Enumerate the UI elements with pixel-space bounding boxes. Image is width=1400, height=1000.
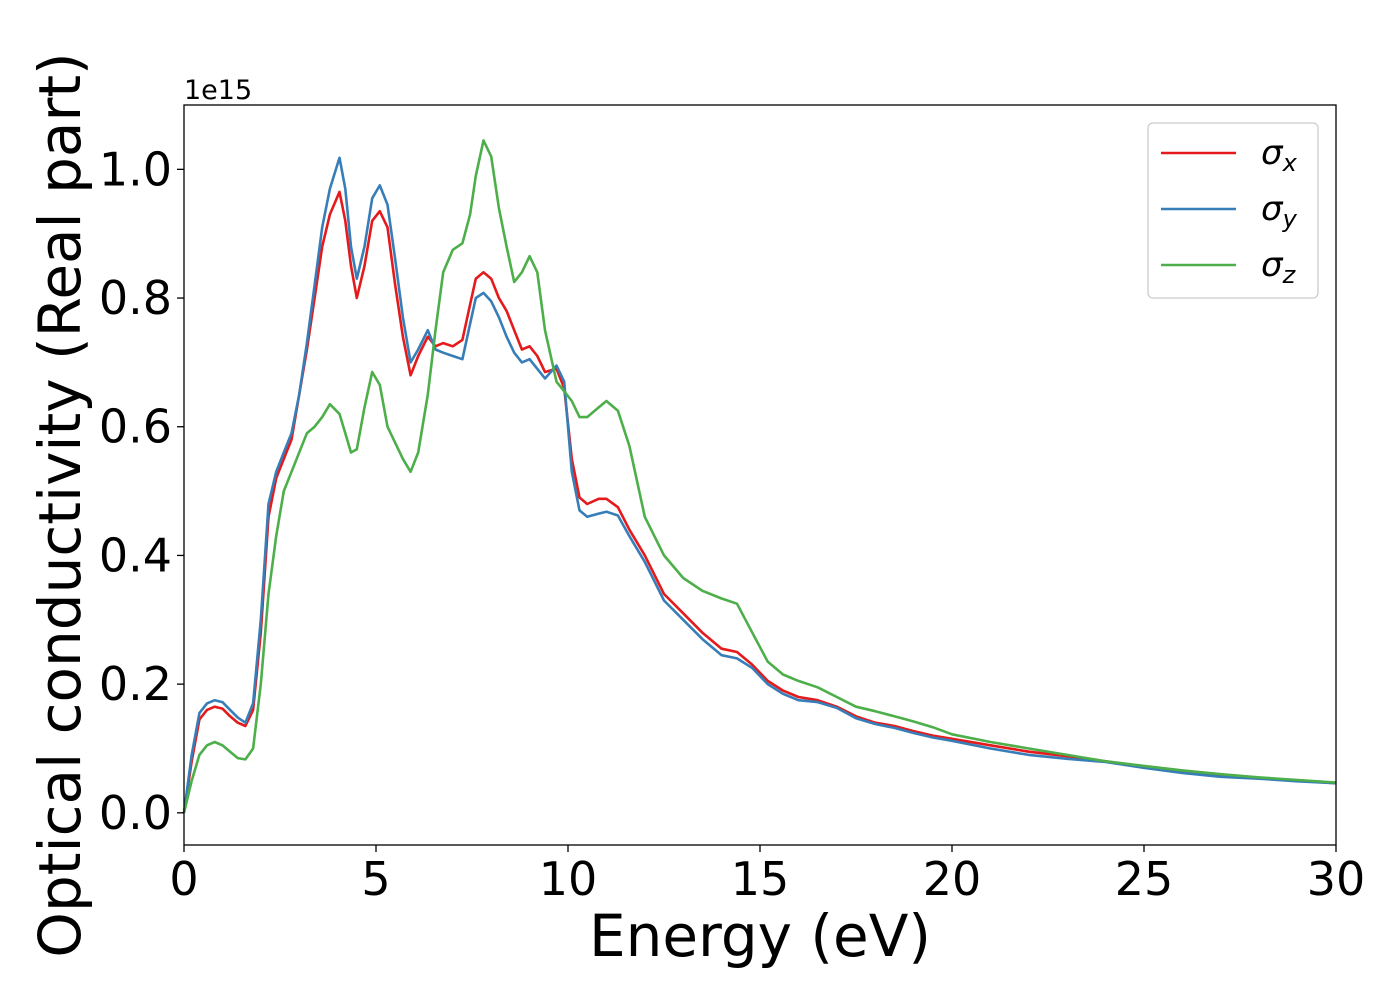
series-line-y	[182, 156, 1337, 813]
x-tick-label: 15	[731, 852, 790, 906]
legend-box	[1147, 122, 1319, 299]
x-tick-label: 20	[923, 852, 982, 906]
x-tick-label: 5	[361, 852, 390, 906]
x-tick-label: 10	[539, 852, 598, 906]
legend-label-y: σy	[1261, 189, 1298, 233]
y-tick-label: 0.6	[99, 400, 172, 454]
y-tick-label: 0.2	[99, 657, 172, 711]
legend-symbol: σ	[1261, 245, 1284, 285]
series-line-z	[182, 139, 1337, 814]
legend-subscript: y	[1282, 205, 1298, 233]
x-axis-title: Energy (eV)	[589, 902, 931, 970]
legend-symbol: σ	[1261, 189, 1284, 229]
x-tick-label: 0	[169, 852, 198, 906]
x-axis: 0 5 10 15 20 25 30	[169, 845, 1365, 906]
legend-label-z: σz	[1261, 245, 1297, 289]
legend-subscript: z	[1282, 261, 1297, 289]
y-tick-label: 1.0	[99, 142, 172, 196]
legend-label-x: σx	[1261, 133, 1298, 177]
legend-symbol: σ	[1261, 133, 1284, 173]
y-axis: 0.0 0.2 0.4 0.6 0.8 1.0	[99, 142, 184, 840]
y-offset-label: 1e15	[184, 75, 252, 106]
x-tick-label: 30	[1307, 852, 1366, 906]
y-tick-label: 0.4	[99, 528, 172, 582]
y-axis-title: Optical conductivity (Real part)	[26, 52, 94, 957]
legend-subscript: x	[1282, 149, 1298, 177]
series-layer	[182, 139, 1337, 814]
y-tick-label: 0.0	[99, 786, 172, 840]
y-tick-label: 0.8	[99, 271, 172, 325]
x-tick-label: 25	[1115, 852, 1174, 906]
